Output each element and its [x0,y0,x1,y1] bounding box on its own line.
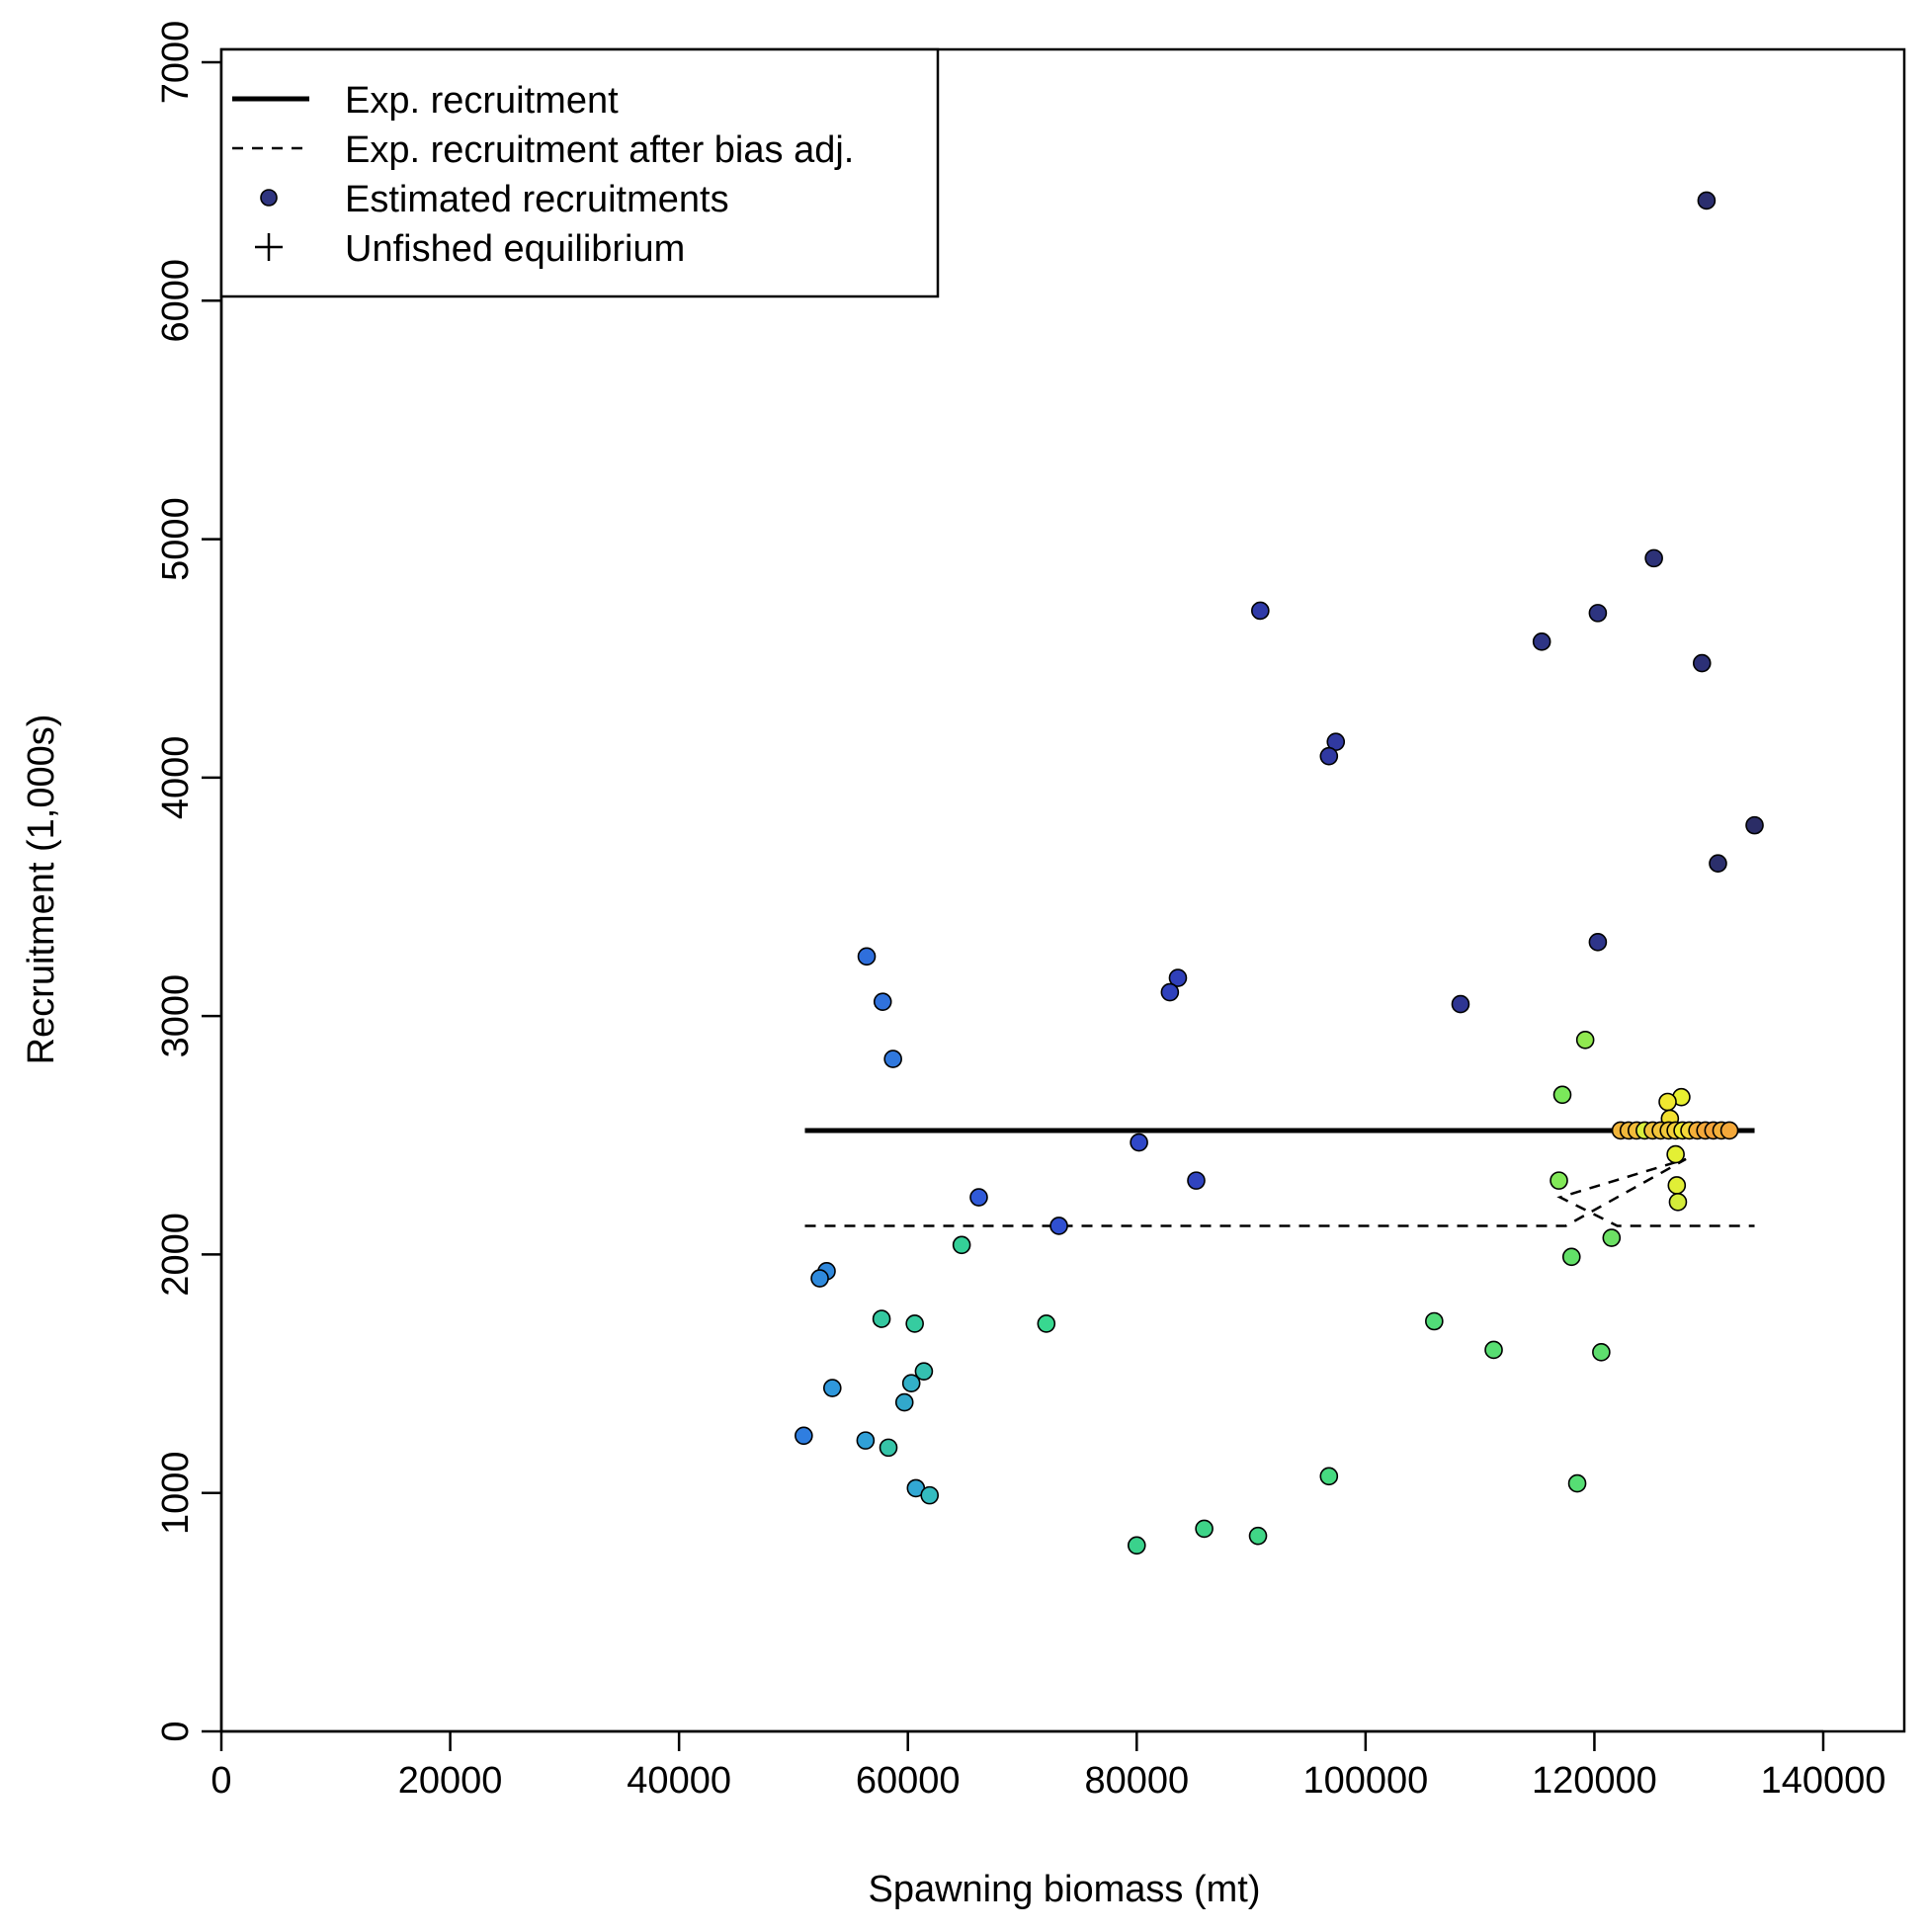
recruitment-point [1552,1085,1572,1105]
recruitment-point [1666,1144,1685,1164]
y-axis-label: Recruitment (1,000s) [21,714,62,1065]
x-tick-label: 140000 [1761,1760,1886,1802]
recruitment-point [905,1314,924,1333]
y-tick-label: 2000 [155,1213,197,1297]
recruitment-point [1692,653,1712,673]
x-tick-label: 40000 [627,1760,731,1802]
recruitment-point [914,1362,934,1381]
y-tick-label: 7000 [155,21,197,105]
recruitment-point [1248,1526,1268,1546]
y-tick-label: 4000 [155,736,197,820]
estimated-recruitment-points [795,191,1764,1555]
recruitment-point [1127,1536,1146,1555]
recruitment-point [1532,632,1551,651]
recruitment-point [894,1392,914,1412]
recruitment-point [857,947,877,966]
legend: Exp. recruitment Exp. recruitment after … [219,47,940,298]
recruitment-point [873,992,892,1011]
recruitment-point [1567,1473,1587,1493]
legend-point-symbol [260,189,278,207]
recruitment-point [810,1269,829,1288]
x-tick-label: 80000 [1084,1760,1189,1802]
recruitment-point [920,1485,940,1505]
y-tick-label: 0 [155,1721,197,1741]
y-tick-label: 6000 [155,259,197,343]
recruitment-point [1484,1340,1503,1360]
recruitment-point [901,1374,921,1393]
recruitment-point [1195,1519,1214,1539]
recruitment-point [1588,604,1608,623]
bias-adjusted-recruitment-line [804,1157,1755,1227]
recruitment-point [1168,968,1188,987]
recruitment-point [952,1235,971,1255]
legend-label-estimated-recruitments: Estimated recruitments [345,179,729,220]
x-tick-label: 0 [210,1760,231,1802]
x-tick-label: 60000 [856,1760,961,1802]
legend-label-exp-recruitment: Exp. recruitment [345,80,619,122]
x-axis: 0 20000 40000 60000 80000 100000 120000 140000 [210,1729,1886,1802]
recruitment-point [1130,1133,1148,1152]
legend-box [219,47,940,298]
y-axis: 0 1000 2000 3000 4000 5000 6000 7000 [155,21,223,1742]
y-tick-label: 1000 [155,1451,197,1535]
recruitment-point [1319,1467,1339,1486]
recruitment-point [1319,746,1339,766]
recruitment-point [1719,1121,1739,1140]
recruitment-point [1588,933,1608,952]
recruitment-point [1668,1193,1688,1212]
y-tick-label: 3000 [155,974,197,1058]
recruitment-point [1575,1030,1595,1050]
x-axis-label: Spawning biomass (mt) [868,1869,1260,1910]
recruitment-point [1667,1176,1687,1195]
recruitment-point [1425,1311,1444,1331]
recruitment-point [822,1379,842,1397]
recruitment-point [969,1188,988,1207]
recruitment-point [1602,1228,1622,1247]
recruitment-point [1697,191,1717,210]
recruitment-point [1644,548,1663,568]
x-tick-label: 20000 [398,1760,503,1802]
recruitment-point [1745,815,1764,835]
legend-plus-symbol [255,233,283,261]
expected-recruitment-lines [804,1128,1755,1227]
recruitment-point [879,1438,898,1458]
legend-label-bias-adjusted: Exp. recruitment after bias adj. [345,129,854,171]
recruitment-point [795,1426,813,1446]
recruitment-point [1451,994,1470,1014]
recruitment-point [1658,1092,1677,1112]
recruitment-point [1709,854,1727,874]
recruitment-point [1037,1314,1056,1333]
recruitment-point [883,1050,902,1068]
recruitment-point [1550,1171,1568,1190]
legend-label-unfished-equilibrium: Unfished equilibrium [345,228,685,270]
recruitment-point [856,1431,876,1450]
y-tick-label: 5000 [155,497,197,581]
x-tick-label: 100000 [1302,1760,1428,1802]
recruitment-point [1187,1171,1206,1190]
recruitment-point [1592,1343,1611,1362]
recruitment-point [1561,1247,1581,1267]
recruitment-point [1049,1217,1068,1235]
recruitment-point [1160,982,1180,1002]
recruitment-point [872,1309,891,1328]
x-tick-label: 120000 [1532,1760,1657,1802]
recruitment-point [1251,601,1270,621]
